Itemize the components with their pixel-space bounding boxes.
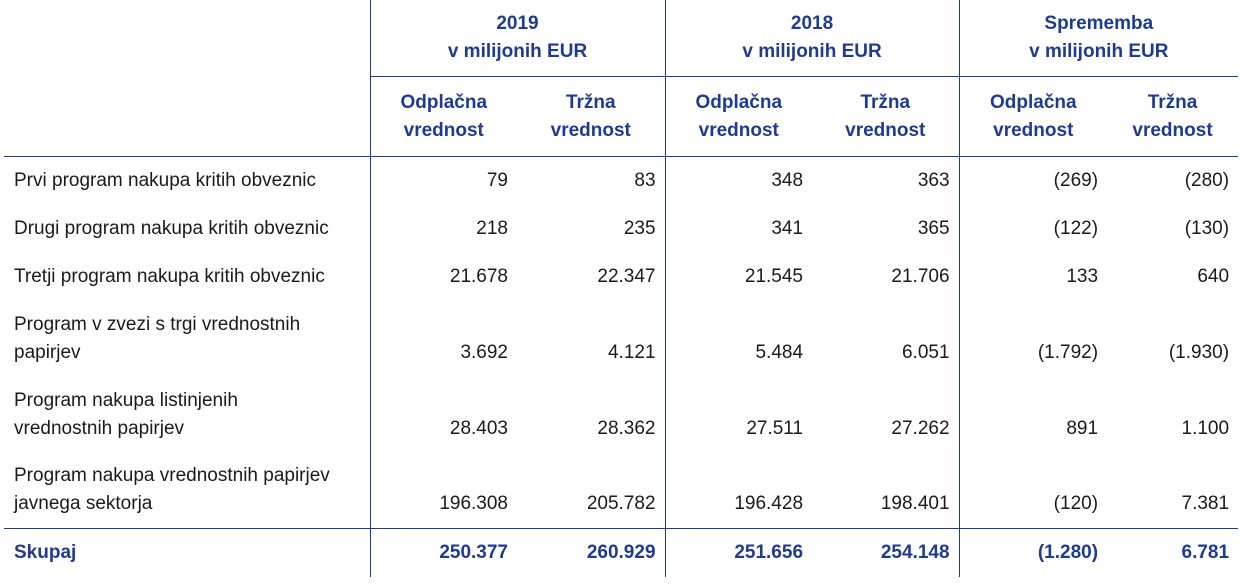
cell-value: 133 [958,252,1108,301]
cell-value: 21.678 [369,252,517,301]
row-label: Prvi program nakupa kritih obveznic [4,157,370,205]
cell-value: 1.100 [1181,417,1230,439]
cell-value: (269) [958,156,1108,205]
col-header-market-2019: Tržna vrednost [517,76,666,157]
group-unit: v milijonih EUR [742,41,882,62]
row-label: Tretji program nakupa kritih obveznic [4,253,370,301]
total-value: 254.148 [812,528,960,577]
cell-value: 348 [664,156,813,205]
total-value: (1.280) [958,528,1108,577]
col-header-line: Tržna [1147,91,1198,113]
row-label-line: Program v zvezi s trgi vrednostnih [14,313,301,335]
row-label-line: Tretji program nakupa kritih obveznic [14,265,325,287]
group-unit: v milijonih EUR [1029,41,1169,62]
cell-value: 891 [958,376,1108,453]
col-header-line: Odplačna [400,91,488,113]
row-label: Program nakupa listinjenih vrednostnih pa… [4,377,370,453]
table-row: Drugi program nakupa kritih obveznic 218… [4,204,1238,253]
header-row-columns: Odplačna vrednost Tržna vrednost Odplačna v… [4,76,1239,157]
portfolio-table: 2019 v milijonih EUR 2018 v milijonih EU… [4,0,1239,577]
total-value: 260.929 [517,528,666,577]
cell-value: (120) [958,452,1108,529]
cell-value: 196.428 [664,452,813,529]
col-header-line: vrednost [845,119,926,141]
cell-value: 27.262 [891,417,950,439]
total-row: Skupaj 250.377 260.929 251.656 254.148 (… [4,528,1239,577]
group-unit: v milijonih EUR [447,41,588,62]
cell-value: 27.511 [664,376,813,453]
total-label: Skupaj [4,528,370,577]
cell-value: 341 [664,204,813,253]
cell-value: (130) [1184,217,1230,239]
cell-value: 3.692 [369,300,517,377]
cell-value: 28.362 [597,417,656,439]
cell-value: (122) [958,204,1108,253]
row-label-line: Drugi program nakupa kritih obveznic [14,217,329,239]
cell-value: 21.706 [891,265,950,287]
header-row-groups: 2019 v milijonih EUR 2018 v milijonih EU… [4,0,1239,77]
col-header-line: Odplačna [989,91,1077,113]
cell-value: 363 [917,169,950,191]
row-label: Program nakupa vrednostnih papirjev javne… [4,453,370,529]
col-header-line: vrednost [698,119,779,141]
cell-value: (280) [1184,169,1230,191]
cell-value: (1.930) [1168,341,1230,363]
col-header-amortised-2018: Odplačna vrednost [664,76,813,157]
header-stub [4,0,370,77]
col-header-amortised-change: Odplačna vrednost [958,76,1108,157]
cell-value: 5.484 [664,300,813,377]
col-header-line: vrednost [403,119,484,141]
group-header-2018: 2018 v milijonih EUR [664,0,960,77]
row-label-line: Prvi program nakupa kritih obveznic [14,169,317,191]
cell-value: 640 [1197,265,1230,287]
cell-value: 218 [369,204,517,253]
table-row: Program nakupa vrednostnih papirjev javne… [4,452,1238,529]
group-year: Sprememba [1044,13,1154,34]
row-label: Program v zvezi s trgi vrednostnih papirj… [4,301,370,377]
col-header-amortised-2019: Odplačna vrednost [369,76,517,157]
cell-value: 196.308 [369,452,517,529]
col-header-market-change: Tržna vrednost [1107,76,1239,157]
group-header-2019: 2019 v milijonih EUR [369,0,666,77]
total-value: 250.377 [369,528,517,577]
col-header-market-2018: Tržna vrednost [812,76,960,157]
header-stub [4,76,370,157]
total-value: 251.656 [664,528,813,577]
row-label-line: papirjev [14,341,81,363]
cell-value: 28.403 [369,376,517,453]
cell-value: 198.401 [880,493,950,514]
row-label-line: javnega sektorja [14,493,153,514]
col-header-line: vrednost [1132,119,1213,141]
cell-value: 7.381 [1181,493,1230,514]
table-row: Program nakupa listinjenih vrednostnih pa… [4,376,1238,453]
cell-value: 205.782 [586,493,656,514]
row-label-line: Program nakupa listinjenih [14,389,238,411]
row-label-line: vrednostnih papirjev [14,417,185,439]
table-row: Tretji program nakupa kritih obveznic 21… [4,252,1238,301]
group-year: 2018 [790,13,834,34]
cell-value: 6.051 [901,341,950,363]
cell-value: (1.792) [958,300,1108,377]
col-header-line: vrednost [550,119,631,141]
group-year: 2019 [496,13,539,34]
cell-value: 79 [369,156,517,205]
cell-value: 365 [917,217,950,239]
row-label-line: Program nakupa vrednostnih papirjev [14,465,330,486]
col-header-line: Tržna [860,91,911,113]
table-row: Prvi program nakupa kritih obveznic 79 8… [4,156,1238,205]
col-header-line: Odplačna [695,91,783,113]
total-value: 6.781 [1107,528,1239,577]
group-header-change: Sprememba v milijonih EUR [958,0,1239,77]
cell-value: 83 [634,169,656,191]
cell-value: 21.545 [664,252,813,301]
cell-value: 4.121 [607,341,656,363]
col-header-line: vrednost [993,119,1074,141]
row-label: Drugi program nakupa kritih obveznic [4,205,370,253]
cell-value: 22.347 [597,265,656,287]
cell-value: 235 [623,217,656,239]
col-header-line: Tržna [565,91,616,113]
table-row: Program v zvezi s trgi vrednostnih papirj… [4,300,1238,377]
